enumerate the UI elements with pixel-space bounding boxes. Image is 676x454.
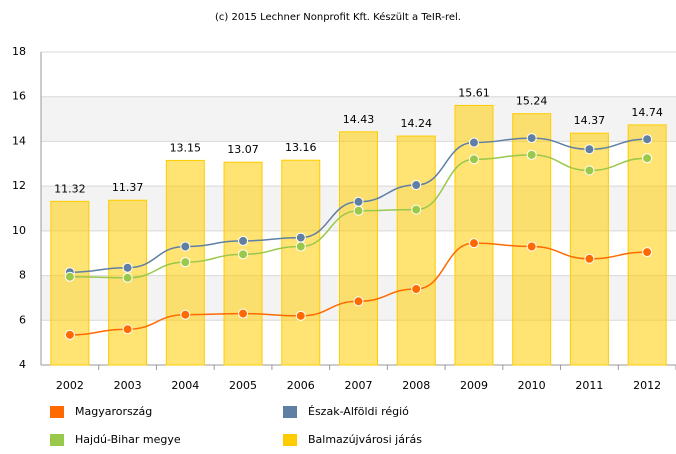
- point: [238, 235, 249, 246]
- point: [122, 272, 133, 283]
- value-label: 13.15: [170, 141, 202, 154]
- y-tick-label: 12: [12, 179, 26, 192]
- point: [468, 154, 479, 165]
- point: [64, 271, 75, 282]
- legend-swatch: [283, 434, 297, 446]
- y-tick-label: 4: [19, 358, 26, 371]
- legend-swatch: [50, 434, 64, 446]
- point: [295, 310, 306, 321]
- point: [468, 238, 479, 249]
- bar: [50, 200, 90, 366]
- point: [642, 134, 653, 145]
- point: [468, 137, 479, 148]
- line: [69, 242, 648, 336]
- bar: [281, 159, 321, 366]
- point: [411, 180, 422, 191]
- x-tick-label: 2008: [402, 379, 430, 392]
- legend-swatch: [50, 406, 64, 418]
- x-tick-label: 2010: [518, 379, 546, 392]
- value-label: 15.61: [458, 86, 490, 99]
- x-tick-label: 2006: [287, 379, 315, 392]
- bar: [454, 104, 494, 366]
- point: [411, 204, 422, 215]
- value-label: 13.16: [285, 141, 317, 154]
- point: [526, 133, 537, 144]
- bar: [396, 135, 436, 366]
- legend-label: Hajdú-Bihar megye: [75, 433, 181, 446]
- point: [180, 309, 191, 320]
- y-tick-label: 16: [12, 90, 26, 103]
- point: [584, 144, 595, 155]
- value-label: 14.74: [631, 106, 663, 119]
- x-tick-label: 2009: [460, 379, 488, 392]
- chart-title: (c) 2015 Lechner Nonprofit Kft. Készült …: [215, 11, 461, 23]
- legend-label: Észak-Alföldi régió: [308, 405, 409, 418]
- point: [642, 247, 653, 258]
- x-tick-label: 2005: [229, 379, 257, 392]
- point: [526, 241, 537, 252]
- bar: [223, 161, 263, 366]
- x-tick-label: 2011: [575, 379, 603, 392]
- y-tick-label: 6: [19, 313, 26, 326]
- point: [238, 308, 249, 319]
- point: [295, 232, 306, 243]
- x-tick-label: 2007: [345, 379, 373, 392]
- x-tick-label: 2012: [633, 379, 661, 392]
- point: [180, 257, 191, 268]
- point: [526, 149, 537, 160]
- value-label: 14.43: [343, 113, 375, 126]
- legend-label: Magyarország: [75, 405, 152, 418]
- y-tick-label: 18: [12, 45, 26, 58]
- x-tick-label: 2003: [114, 379, 142, 392]
- bar: [339, 131, 378, 366]
- x-tick-label: 2004: [171, 379, 199, 392]
- point: [64, 329, 75, 340]
- point: [180, 241, 191, 252]
- point: [353, 196, 364, 207]
- y-tick-label: 10: [12, 224, 26, 237]
- point: [584, 165, 595, 176]
- value-label: 15.24: [516, 95, 548, 108]
- y-tick-label: 8: [19, 269, 26, 282]
- legend-swatch: [283, 406, 297, 418]
- point: [122, 324, 133, 335]
- x-tick-label: 2002: [56, 379, 84, 392]
- value-label: 11.37: [112, 181, 144, 194]
- point: [122, 262, 133, 273]
- bar: [627, 124, 667, 366]
- point: [411, 283, 422, 294]
- point: [238, 249, 249, 260]
- point: [353, 205, 364, 216]
- y-tick-label: 14: [12, 134, 26, 147]
- point: [584, 253, 595, 264]
- value-label: 13.07: [227, 143, 259, 156]
- value-label: 14.37: [574, 114, 606, 127]
- point: [642, 153, 653, 164]
- point: [295, 241, 306, 252]
- value-label: 14.24: [400, 117, 432, 130]
- value-label: 11.32: [54, 182, 86, 195]
- legend-label: Balmazújvárosi járás: [308, 433, 422, 446]
- point: [353, 296, 364, 307]
